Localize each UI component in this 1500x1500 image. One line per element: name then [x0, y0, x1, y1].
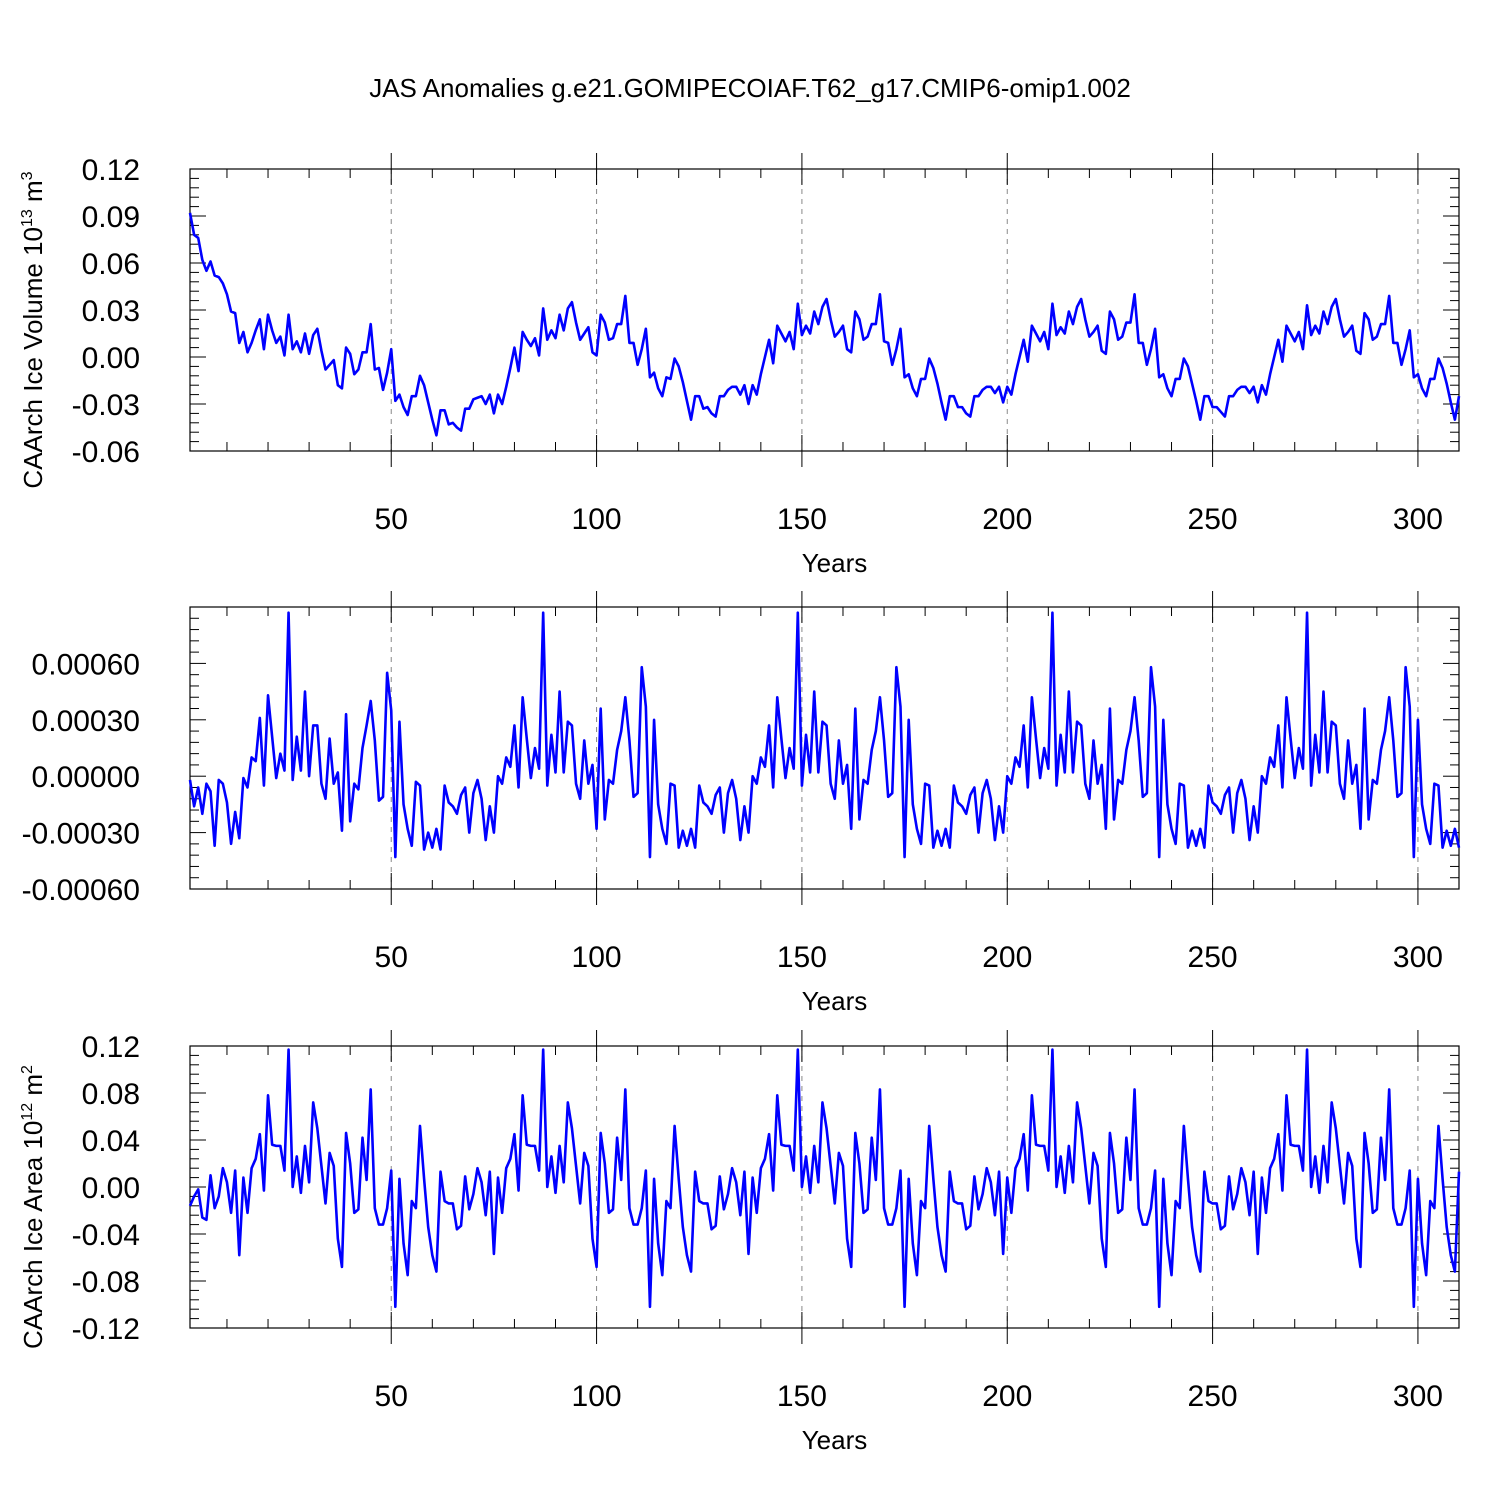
y-tick-label: -0.03 — [72, 389, 140, 422]
x-tick-label: 50 — [375, 941, 408, 974]
x-tick-label: 200 — [982, 503, 1032, 536]
panel-1: 50 100 150 200 250 300 -0.06 -0.03 0.00 0.03 0.06 0… — [18, 153, 1461, 578]
x-tick-label: 150 — [777, 1380, 827, 1413]
series-line-1 — [188, 611, 1461, 859]
x-tick-label: 200 — [982, 941, 1032, 974]
panel-2: 50 100 150 200 250 300 -0.00060 -0.00030 0.00000… — [22, 591, 1461, 1016]
x-tick-label: 250 — [1188, 941, 1238, 974]
x-tick-label: 300 — [1393, 1380, 1443, 1413]
plot-frame — [189, 168, 1460, 452]
x-tick-label: 250 — [1188, 503, 1238, 536]
y-tick-label: 0.00000 — [32, 761, 140, 794]
y-tick-label: -0.04 — [72, 1219, 140, 1252]
y-tick-label: 0.00030 — [32, 705, 140, 738]
panels: 50 100 150 200 250 300 -0.06 -0.03 0.00 0.03 0.06 0… — [18, 153, 1461, 1455]
x-tick-label: 250 — [1188, 1380, 1238, 1413]
y-tick-label: 0.00 — [82, 1172, 140, 1205]
y-tick-label: -0.00060 — [22, 874, 140, 907]
x-tick-label: 100 — [572, 941, 622, 974]
x-tick-label: 50 — [375, 503, 408, 536]
x-tick-label: 200 — [982, 1380, 1032, 1413]
chart-title: JAS Anomalies g.e21.GOMIPECOIAF.T62_g17.… — [369, 73, 1131, 103]
x-tick-label: 50 — [375, 1380, 408, 1413]
x-tick-label: 300 — [1393, 503, 1443, 536]
x-tick-label: 100 — [572, 1380, 622, 1413]
x-axis-label: Years — [802, 548, 868, 578]
x-tick-label: 150 — [777, 503, 827, 536]
y-axis-label: CAArch Ice Area 1012 m2 — [18, 1065, 48, 1349]
y-tick-label: 0.08 — [82, 1078, 140, 1111]
x-tick-label: 100 — [572, 503, 622, 536]
x-tick-label: 300 — [1393, 941, 1443, 974]
y-tick-label: 0.03 — [82, 295, 140, 328]
x-tick-label: 150 — [777, 941, 827, 974]
y-tick-label: 0.12 — [82, 154, 140, 187]
plot-frame — [189, 606, 1460, 890]
series-line-1 — [188, 212, 1461, 437]
x-axis-label: Years — [802, 1425, 868, 1455]
y-tick-label: -0.12 — [72, 1313, 140, 1346]
y-tick-label: -0.00030 — [22, 818, 140, 851]
y-tick-label: 0.00 — [82, 342, 140, 375]
y-tick-label: -0.06 — [72, 436, 140, 469]
series-line-1 — [188, 1048, 1461, 1309]
y-tick-label: 0.00060 — [32, 648, 140, 681]
y-tick-label: 0.04 — [82, 1125, 140, 1158]
x-axis-label: Years — [802, 986, 868, 1016]
y-tick-label: 0.12 — [82, 1031, 140, 1064]
y-axis-label: CAArch Ice Volume 1013 m3 — [18, 171, 48, 488]
y-tick-label: 0.06 — [82, 248, 140, 281]
y-tick-label: -0.08 — [72, 1266, 140, 1299]
y-tick-label: 0.09 — [82, 201, 140, 234]
panel-3: 50 100 150 200 250 300 -0.12 -0.08 -0.04 0.00 0.04… — [18, 1030, 1461, 1455]
